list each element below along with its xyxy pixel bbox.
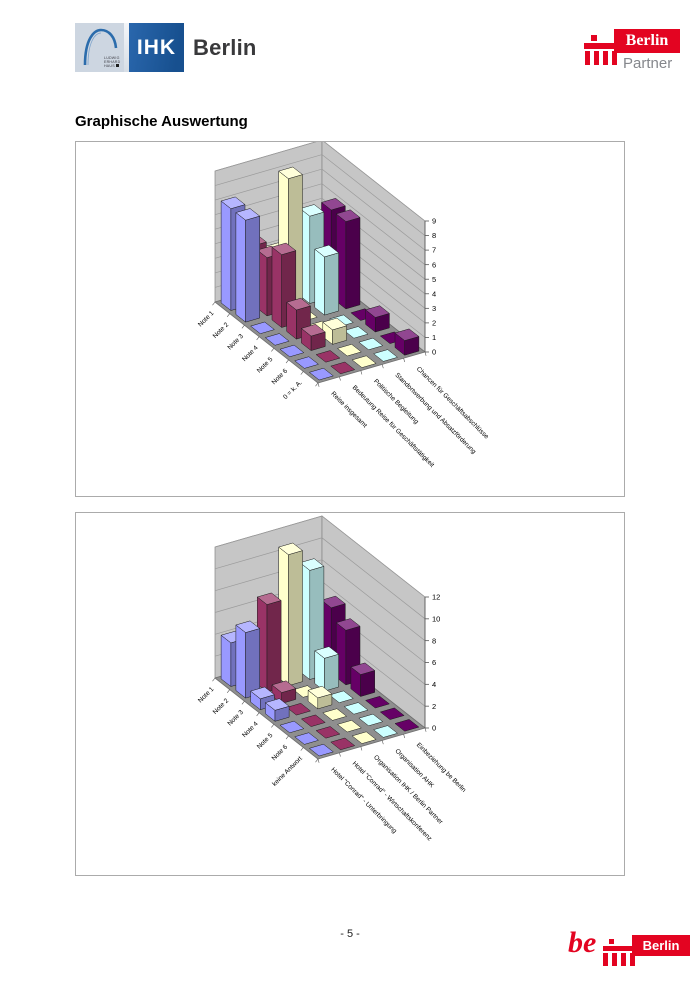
svg-text:2: 2 — [432, 702, 436, 711]
svg-text:9: 9 — [432, 217, 436, 226]
ihk-wordmark: IHK — [136, 35, 177, 59]
arch-icon — [83, 28, 118, 66]
be-berlin-box: Berlin — [632, 935, 690, 956]
svg-text:5: 5 — [432, 275, 436, 284]
caption-square-icon — [116, 64, 119, 67]
be-berlin-logo: be Berlin — [568, 924, 692, 976]
ihk-blue-panel: IHK — [129, 23, 184, 72]
ihk-house-panel: LUDWIG ERHARD HAUS — [75, 23, 124, 72]
svg-text:Note 5: Note 5 — [256, 732, 275, 751]
svg-text:8: 8 — [432, 636, 436, 645]
svg-text:4: 4 — [432, 680, 436, 689]
svg-text:3: 3 — [432, 304, 436, 313]
svg-text:Note 5: Note 5 — [256, 356, 275, 375]
svg-text:Note 4: Note 4 — [241, 720, 260, 739]
svg-text:8: 8 — [432, 231, 436, 240]
chart-frame-1: 0 1 2 3 4 5 6 7 8 9 Note 1 Note 2 Note 3 Note 4 Note 5… — [75, 141, 625, 497]
svg-text:Note 6: Note 6 — [271, 743, 290, 762]
ihk-berlin-logo: LUDWIG ERHARD HAUS IHK Berlin — [75, 23, 257, 72]
svg-text:Note 4: Note 4 — [241, 344, 260, 363]
svg-text:4: 4 — [432, 289, 436, 298]
svg-text:Note 6: Note 6 — [271, 367, 290, 386]
svg-text:0: 0 — [432, 724, 436, 733]
svg-text:12: 12 — [432, 593, 440, 602]
svg-text:Note 2: Note 2 — [212, 321, 231, 340]
svg-text:6: 6 — [432, 658, 436, 667]
svg-text:0: 0 — [432, 348, 436, 357]
be-brandenburg-gate-icon — [603, 939, 637, 966]
berlin-partner-sub-text: Partner — [623, 55, 673, 72]
svg-text:Einbeziehung be Berlin: Einbeziehung be Berlin — [415, 742, 467, 794]
be-text: be — [568, 926, 597, 959]
svg-text:6: 6 — [432, 260, 436, 269]
brandenburg-gate-icon — [584, 35, 621, 65]
be-berlin-box-text: Berlin — [642, 938, 680, 953]
svg-text:10: 10 — [432, 614, 440, 623]
svg-text:7: 7 — [432, 246, 436, 255]
svg-text:Note 1: Note 1 — [197, 686, 216, 705]
page-title: Graphische Auswertung — [75, 113, 248, 130]
berlin-partner-logo: Berlin Partner — [584, 24, 688, 76]
berlin-partner-box-text: Berlin — [625, 32, 669, 49]
svg-text:Note 3: Note 3 — [226, 709, 245, 728]
page-number: - 5 - — [340, 928, 360, 940]
svg-text:Note 3: Note 3 — [226, 333, 245, 352]
svg-text:1: 1 — [432, 333, 436, 342]
svg-text:0 = k. A.: 0 = k. A. — [282, 379, 304, 401]
ihk-region-text: Berlin — [193, 34, 257, 60]
berlin-partner-box: Berlin — [614, 29, 680, 53]
ihk-house-caption: LUDWIG ERHARD HAUS — [104, 56, 121, 68]
svg-text:Note 2: Note 2 — [212, 697, 231, 716]
svg-text:Note 1: Note 1 — [197, 310, 216, 329]
ihk-logo-divider — [124, 23, 129, 72]
svg-text:2: 2 — [432, 319, 436, 328]
